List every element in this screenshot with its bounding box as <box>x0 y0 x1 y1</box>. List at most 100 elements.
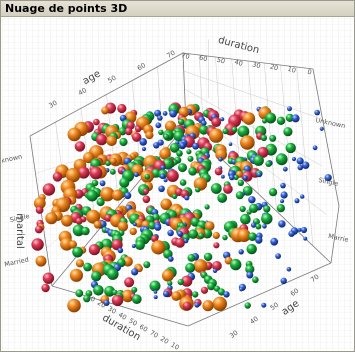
data-point-blue <box>287 106 292 112</box>
data-point-red <box>142 195 151 204</box>
data-point-red <box>111 239 123 251</box>
tick-label-marital-right: Single <box>318 176 339 188</box>
data-point-blue <box>124 192 132 200</box>
data-point-red <box>88 244 100 256</box>
data-point-green <box>148 221 157 230</box>
data-point-green <box>144 174 150 180</box>
data-point-orange <box>109 157 117 165</box>
tick-label-age: 70 <box>165 49 176 60</box>
data-point-blue <box>220 117 225 122</box>
data-point-blue <box>280 277 287 284</box>
tick-label-duration: 40 <box>234 58 244 68</box>
data-point-green <box>169 142 180 153</box>
data-point-green <box>285 142 296 154</box>
data-point-red <box>134 125 142 133</box>
axis-label-marital: marital <box>14 213 25 249</box>
data-point-orange <box>83 152 95 164</box>
box-edge <box>29 52 184 137</box>
data-point-green <box>135 240 145 251</box>
data-point-green <box>275 153 288 166</box>
data-point-red <box>95 133 108 146</box>
data-point-green <box>239 205 246 213</box>
data-point-green <box>172 193 178 199</box>
data-point-green <box>72 224 85 237</box>
data-point-red <box>117 103 127 114</box>
box-edge <box>51 285 189 327</box>
data-point-blue <box>246 271 254 279</box>
data-point-blue <box>282 166 288 172</box>
data-point-orange <box>237 228 251 242</box>
data-point-blue <box>133 172 139 178</box>
data-point-blue <box>167 229 174 237</box>
data-point-green <box>110 168 116 175</box>
data-point-blue <box>169 109 178 118</box>
data-point-blue <box>296 157 304 165</box>
tick-label-duration-bottom: 10 <box>169 341 180 350</box>
window-titlebar: Nuage de points 3D <box>1 1 354 17</box>
data-point-blue <box>180 143 186 149</box>
tick-label-age-bottom: 50 <box>269 301 280 312</box>
data-point-blue <box>286 266 292 272</box>
data-point-blue <box>300 226 308 234</box>
data-point-orange <box>33 197 46 210</box>
data-point-green <box>222 234 228 241</box>
tick-label-duration-bottom: 40 <box>117 311 128 322</box>
data-point-green <box>132 294 142 305</box>
data-point-green <box>177 279 184 286</box>
data-point-green <box>246 209 252 215</box>
data-point-orange <box>161 269 174 282</box>
data-point-green <box>167 280 173 286</box>
data-point-green <box>119 137 128 147</box>
data-point-green <box>179 179 187 186</box>
data-point-blue <box>275 253 281 259</box>
data-point-red <box>213 242 220 249</box>
data-point-blue <box>192 142 200 150</box>
data-point-blue <box>155 122 162 129</box>
data-point-blue <box>250 222 257 228</box>
data-point-blue <box>280 191 288 199</box>
data-point-blue <box>297 227 302 232</box>
data-point-blue <box>133 222 137 227</box>
data-point-red <box>74 141 86 152</box>
data-point-blue <box>228 142 233 146</box>
plot-area[interactable]: duration age marital duration age 70 60 50 40 30 2… <box>2 18 353 350</box>
data-point-blue <box>288 230 295 237</box>
data-point-red <box>42 183 56 196</box>
data-point-red <box>34 225 43 234</box>
box-edge <box>330 205 340 264</box>
data-point-orange <box>202 300 214 312</box>
data-point-orange <box>129 227 137 236</box>
data-point-orange <box>45 212 58 225</box>
data-point-orange <box>204 221 215 231</box>
data-point-green <box>176 150 183 157</box>
data-point-blue <box>294 198 300 204</box>
box-edge <box>312 68 340 207</box>
data-point-orange <box>101 106 109 115</box>
data-points <box>31 102 332 313</box>
data-point-blue <box>280 182 286 189</box>
tick-label-duration-bottom: 50 <box>127 317 138 328</box>
data-point-green <box>244 302 251 309</box>
data-point-green <box>253 155 264 166</box>
data-point-blue <box>270 237 279 246</box>
tick-label-age-bottom: 60 <box>289 287 300 298</box>
data-point-red <box>126 121 135 130</box>
data-point-green <box>204 204 210 210</box>
data-point-blue <box>300 194 305 199</box>
data-point-blue <box>153 295 158 300</box>
tick-label-age: 60 <box>136 61 147 72</box>
tick-label-duration-bottom: 30 <box>106 305 117 316</box>
data-point-orange <box>242 112 256 125</box>
data-point-red <box>175 238 185 248</box>
grid-line <box>46 124 187 249</box>
data-point-green <box>207 282 216 291</box>
tick-label-age: 40 <box>77 86 88 97</box>
data-point-red <box>89 166 103 180</box>
data-point-green <box>260 134 268 142</box>
data-point-blue <box>163 290 170 298</box>
data-point-blue <box>194 302 200 308</box>
data-point-red <box>77 166 90 179</box>
data-point-green <box>104 285 115 297</box>
